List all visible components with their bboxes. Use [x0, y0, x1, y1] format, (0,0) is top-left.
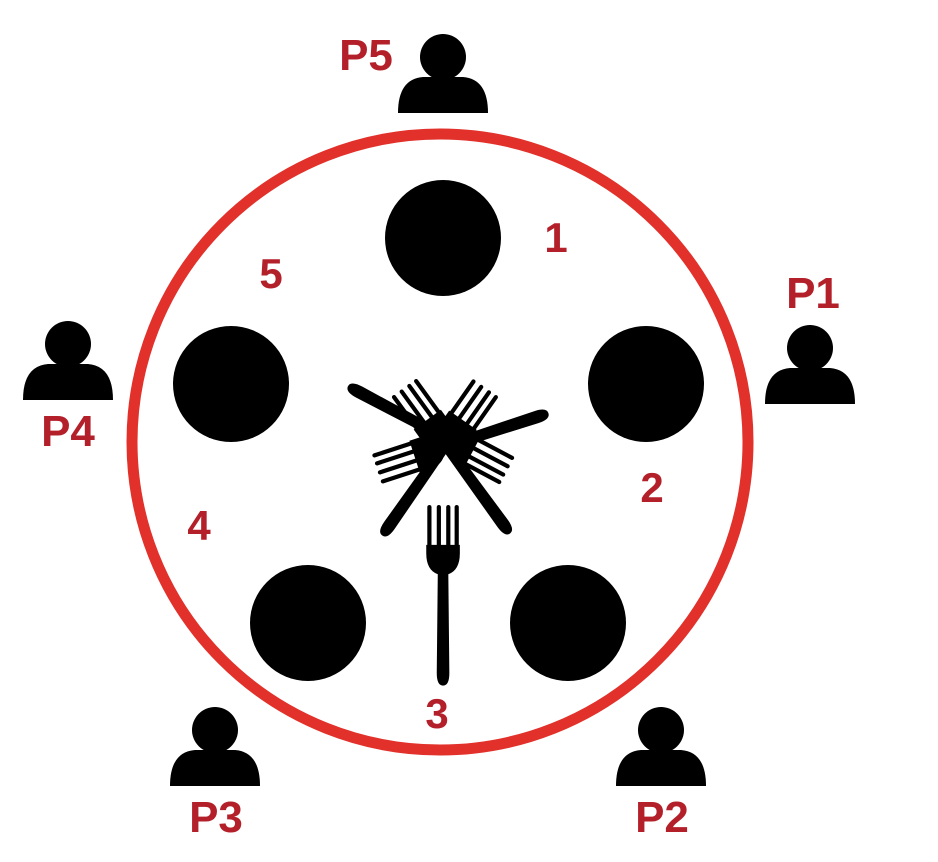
- fork-label-4: 4: [187, 502, 211, 549]
- philosopher-label-p3: P3: [189, 793, 243, 842]
- philosopher-label-p1: P1: [786, 269, 840, 318]
- plate: [250, 565, 366, 681]
- plate: [385, 180, 501, 296]
- fork-label-2: 2: [640, 464, 663, 511]
- plates: [173, 180, 704, 681]
- person-icon: [23, 321, 113, 400]
- person-icon: [616, 707, 706, 786]
- person-icon: [398, 34, 488, 113]
- plate: [173, 326, 289, 442]
- fork-label-3: 3: [425, 690, 448, 737]
- fork-icon: [426, 505, 460, 686]
- fork-labels: 1 2 3 4 5: [187, 214, 663, 737]
- plate: [588, 326, 704, 442]
- table-ring: [126, 128, 754, 756]
- fork-label-1: 1: [544, 214, 567, 261]
- person-icon: [765, 325, 855, 404]
- fork-label-5: 5: [259, 250, 282, 297]
- philosopher-label-p4: P4: [41, 407, 95, 456]
- plate: [510, 565, 626, 681]
- philosopher-label-p5: P5: [339, 31, 393, 80]
- person-icon: [170, 707, 260, 786]
- philosopher-labels: P5 P1 P4 P3 P2: [41, 31, 840, 842]
- philosopher-label-p2: P2: [635, 793, 689, 842]
